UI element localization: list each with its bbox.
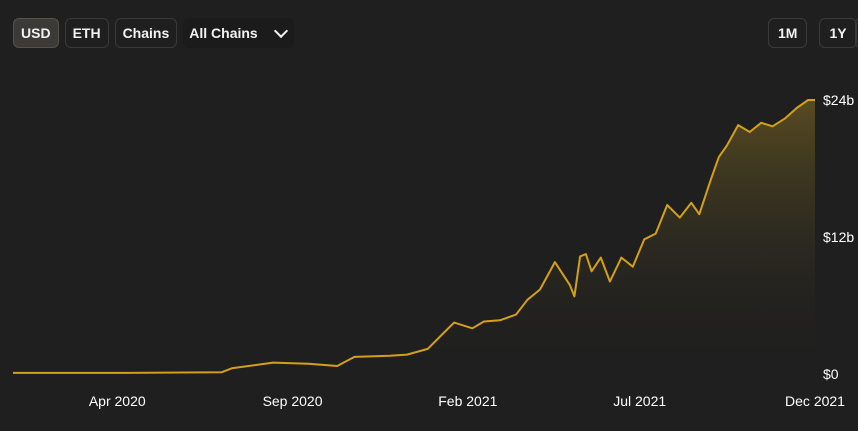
eth-button[interactable]: ETH xyxy=(64,18,109,48)
chains-button[interactable]: Chains xyxy=(114,18,178,48)
chain-select[interactable]: All Chains xyxy=(183,18,294,48)
range-1y-button[interactable]: 1Y xyxy=(819,18,857,48)
series-line xyxy=(13,99,815,374)
x-tick-label: Jul 2021 xyxy=(613,393,666,409)
chain-select-value: All Chains xyxy=(189,25,258,41)
x-tick-label: Dec 2021 xyxy=(785,393,845,409)
range-selector: 1M 1Y xyxy=(768,18,857,48)
y-tick-label: $24b xyxy=(823,92,854,108)
x-tick-label: Apr 2020 xyxy=(89,393,146,409)
usd-button[interactable]: USD xyxy=(13,18,59,48)
x-tick-label: Sep 2020 xyxy=(263,393,323,409)
toolbar: USD ETH Chains All Chains xyxy=(13,18,294,48)
x-tick-label: Feb 2021 xyxy=(438,393,497,409)
range-1m-button[interactable]: 1M xyxy=(768,18,808,48)
plot-area xyxy=(13,99,815,374)
y-tick-label: $12b xyxy=(823,229,854,245)
x-axis: Apr 2020 Sep 2020 Feb 2021 Jul 2021 Dec 2021 xyxy=(89,393,845,409)
y-axis: $0 $12b $24b xyxy=(823,92,854,382)
y-tick-label: $0 xyxy=(823,366,839,382)
series-area xyxy=(13,100,815,374)
